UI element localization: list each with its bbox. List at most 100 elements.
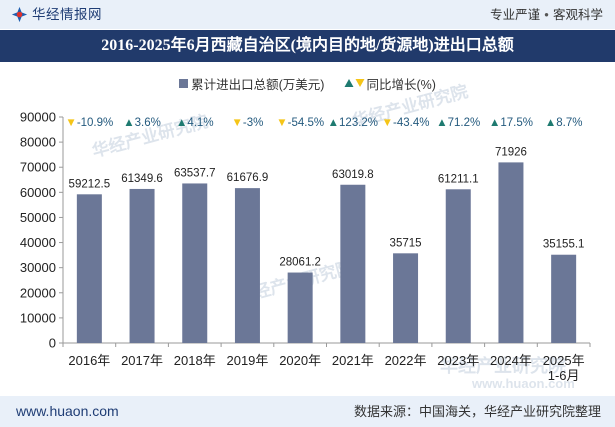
up-triangle-icon: ▲ <box>328 117 339 129</box>
down-triangle-icon: ▼ <box>232 117 243 129</box>
growth-label: ▼-3% <box>232 117 264 129</box>
bar-value-label: 35155.1 <box>543 239 585 251</box>
growth-value: 3.6% <box>135 117 161 129</box>
y-tick-label: 60000 <box>20 185 56 200</box>
bar-value-label: 61211.1 <box>438 173 479 185</box>
growth-label: ▲3.6% <box>123 117 161 129</box>
growth-value: -3% <box>243 117 263 129</box>
footer-bar: www.huaon.com 数据来源：中国海关，华经产业研究院整理 <box>0 396 615 427</box>
slogan-right: 客观科学 <box>552 8 603 22</box>
growth-value: -54.5% <box>288 117 324 129</box>
x-tick-label-line: 2018年 <box>174 353 216 368</box>
growth-value: 71.2% <box>448 117 481 129</box>
x-tick-label: 2022年 <box>385 353 427 368</box>
up-triangle-icon: ▲ <box>436 117 447 129</box>
x-tick-label-line: 2023年 <box>437 353 479 368</box>
slogan: 专业严谨 ● 客观科学 <box>490 5 603 25</box>
x-tick-label: 2017年 <box>121 353 163 368</box>
growth-label: ▲123.2% <box>328 117 378 129</box>
x-tick-label-line: 2019年 <box>226 353 268 368</box>
up-triangle-icon: ▲ <box>489 117 500 129</box>
y-tick-label: 40000 <box>20 235 56 250</box>
bar-value-label: 71926 <box>495 146 527 158</box>
bar <box>340 184 366 343</box>
down-triangle-icon: ▼ <box>276 117 287 129</box>
y-tick-label: 30000 <box>20 260 56 275</box>
growth-label: ▲8.7% <box>545 117 583 129</box>
y-tick-label: 20000 <box>20 285 56 300</box>
bar <box>393 253 419 343</box>
legend-label-total: 累计进出口总额(万美元) <box>191 77 325 92</box>
x-tick-label-line: 2022年 <box>385 353 427 368</box>
bar-chart: 0 10000 20000 30000 40000 50000 60000 70000 8000… <box>20 110 591 383</box>
down-triangle-icon: ▼ <box>65 117 76 129</box>
bar <box>445 189 471 343</box>
x-tick-label-line: 2021年 <box>332 353 374 368</box>
bar <box>129 188 155 343</box>
legend-label-growth: 同比增长(%) <box>366 77 436 92</box>
x-tick-label-line: 2017年 <box>121 353 163 368</box>
bar <box>498 162 524 343</box>
y-tick-label: 80000 <box>20 135 56 150</box>
x-tick-label-line: 2025年 <box>543 353 585 368</box>
chart-legend: 累计进出口总额(万美元) 同比增长(%) <box>0 74 615 92</box>
bar-value-label: 28061.2 <box>279 257 321 269</box>
growth-label: ▲71.2% <box>436 117 480 129</box>
x-tick-label: 2016年 <box>68 353 110 368</box>
x-tick-label: 2019年 <box>226 353 268 368</box>
bar <box>234 188 260 343</box>
bar-value-label: 63019.8 <box>332 169 374 181</box>
title-bar: 2016-2025年6月西藏自治区(境内目的地/货源地)进出口总额 <box>0 30 615 62</box>
y-tick-label: 70000 <box>20 160 56 175</box>
legend-item-growth: 同比增长(%) <box>344 74 436 93</box>
down-triangle-icon: ▼ <box>382 117 393 129</box>
y-tick-label: 50000 <box>20 210 56 225</box>
up-triangle-icon: ▲ <box>545 117 556 129</box>
down-triangle-icon <box>355 79 365 87</box>
bar <box>182 183 208 343</box>
legend-item-total: 累计进出口总额(万美元) <box>179 74 324 93</box>
x-tick-label: 2018年 <box>174 353 216 368</box>
growth-label: ▲17.5% <box>489 117 533 129</box>
growth-label: ▼-54.5% <box>276 117 324 129</box>
growth-value: 4.1% <box>187 117 213 129</box>
bar-value-label: 35715 <box>390 237 422 249</box>
growth-label: ▲4.1% <box>176 117 214 129</box>
growth-value: 17.5% <box>500 117 533 129</box>
growth-value: 8.7% <box>556 117 582 129</box>
up-triangle-icon <box>344 79 354 87</box>
up-triangle-icon: ▲ <box>123 117 134 129</box>
growth-label: ▼-43.4% <box>382 117 430 129</box>
slogan-left: 专业严谨 <box>490 8 541 22</box>
bar-value-label: 61676.9 <box>227 172 269 184</box>
huajing-logo-icon <box>11 6 28 23</box>
bar-value-label: 59212.5 <box>69 178 111 190</box>
y-tick-label: 10000 <box>20 310 56 325</box>
x-tick-label: 2025年 1-6月 <box>543 353 585 383</box>
bar <box>76 194 102 343</box>
separator-dot: ● <box>544 10 549 19</box>
logo-text[interactable]: 华经情报网 <box>32 7 102 22</box>
y-tick-label: 90000 <box>20 110 56 125</box>
bar-value-label: 63537.7 <box>174 167 216 179</box>
bar <box>287 272 313 343</box>
data-source: 数据来源：中国海关，华经产业研究院整理 <box>353 404 601 419</box>
website-link[interactable]: www.huaon.com <box>16 403 119 419</box>
legend-square-icon <box>179 78 189 88</box>
bar-value-label: 61349.6 <box>121 173 163 185</box>
bar <box>551 254 577 343</box>
x-tick-label-line: 2020年 <box>279 353 321 368</box>
up-triangle-icon: ▲ <box>176 117 187 129</box>
y-tick-label: 0 <box>49 336 56 351</box>
x-tick-label: 2020年 <box>279 353 321 368</box>
growth-value: -43.4% <box>393 117 429 129</box>
chart-title: 2016-2025年6月西藏自治区(境内目的地/货源地)进出口总额 <box>101 37 514 54</box>
x-tick-label-line: 2024年 <box>490 353 532 368</box>
x-tick-label-line: 2016年 <box>68 353 110 368</box>
x-tick-label: 2021年 <box>332 353 374 368</box>
growth-value: -10.9% <box>77 117 113 129</box>
growth-value: 123.2% <box>339 117 378 129</box>
x-tick-label: 2023年 <box>437 353 479 368</box>
growth-label: ▼-10.9% <box>65 117 113 129</box>
header-bar: 华经情报网 专业严谨 ● 客观科学 <box>0 0 615 29</box>
